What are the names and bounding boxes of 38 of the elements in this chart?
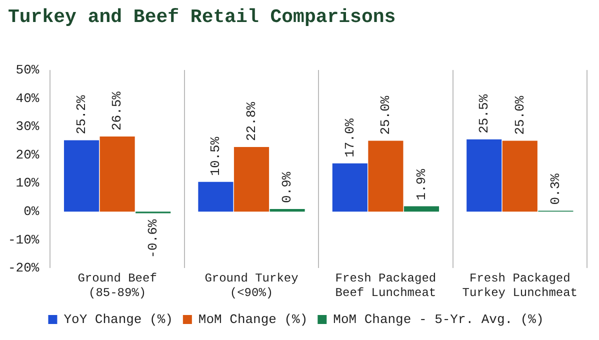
data-label: 25.2%	[74, 95, 89, 134]
y-tick-label: -10%	[8, 232, 40, 248]
y-tick-label: 0%	[24, 204, 40, 220]
bar	[198, 182, 234, 212]
data-label: 25.0%	[378, 96, 394, 135]
data-label: 10.5%	[208, 136, 224, 176]
data-label: 26.5%	[110, 91, 125, 131]
data-label: 0.3%	[548, 173, 564, 205]
legend-label: YoY Change (%)	[64, 312, 173, 327]
y-tick-label: 50%	[16, 62, 40, 78]
bar	[64, 140, 100, 212]
bar	[332, 163, 368, 212]
chart-title: Turkey and Beef Retail Comparisons	[8, 6, 396, 28]
data-label: 25.5%	[476, 94, 492, 134]
legend-label: MoM Change - 5-Yr. Avg. (%)	[333, 312, 544, 327]
bar	[466, 139, 502, 212]
y-tick-label: -20%	[8, 260, 40, 276]
bar	[234, 147, 270, 212]
y-tick-label: 20%	[16, 147, 40, 162]
x-tick-label: Ground Beef (85-89%)	[78, 272, 157, 300]
legend-label: MoM Change (%)	[198, 312, 308, 327]
y-tick-label: 30%	[16, 119, 40, 134]
data-label: -0.6%	[146, 219, 161, 258]
x-tick-label: Ground Turkey (<90%)	[204, 272, 298, 300]
y-tick-label: 10%	[16, 176, 40, 191]
data-label: 0.9%	[280, 172, 295, 204]
data-label: 17.0%	[342, 118, 358, 158]
bar	[270, 209, 305, 212]
y-tick-label: 40%	[16, 90, 40, 106]
data-label: 25.0%	[512, 96, 528, 135]
data-label: 22.8%	[244, 102, 259, 142]
bar	[368, 140, 404, 212]
data-label: 1.9%	[414, 168, 429, 200]
bar	[404, 206, 440, 212]
bar	[100, 136, 135, 212]
x-tick-label: Fresh Packaged Beef Lunchmeat	[335, 272, 436, 300]
bar	[502, 140, 538, 212]
x-tick-label: Fresh Packaged Turkey Lunchmeat	[462, 272, 578, 300]
